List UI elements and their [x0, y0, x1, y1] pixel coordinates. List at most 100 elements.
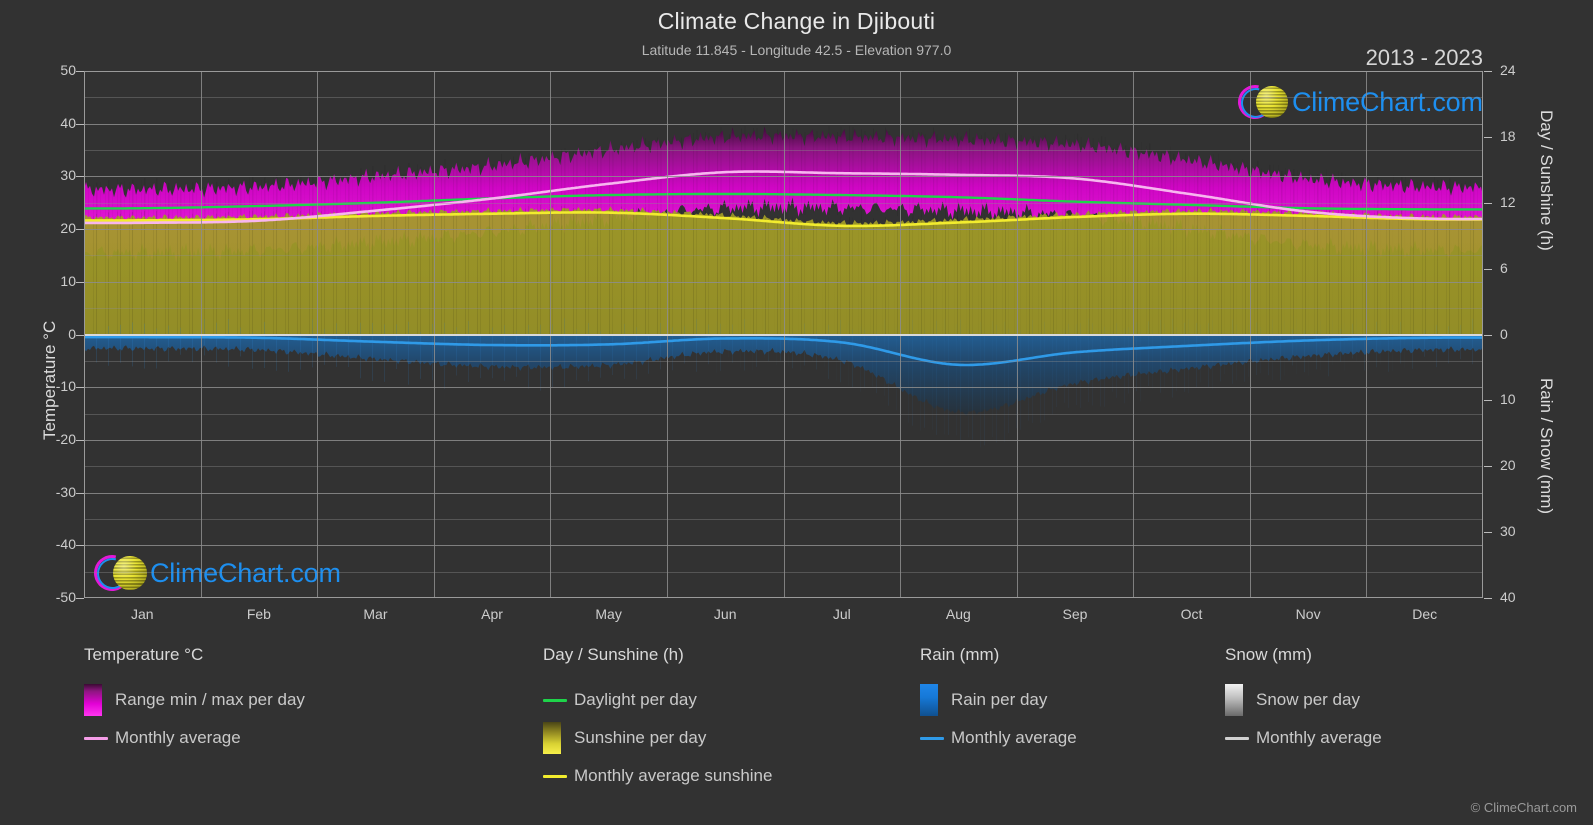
x-axis-tick-label: Jan — [130, 606, 154, 622]
legend-item[interactable]: Daylight per day — [543, 681, 772, 719]
y2-bottom-tick-mark — [1484, 532, 1492, 534]
y-axis-tick-mark — [76, 123, 84, 125]
y-axis-tick-label: 40 — [60, 114, 76, 131]
y2-top-tick-label: 6 — [1500, 259, 1508, 276]
y-axis-tick-label: 50 — [60, 62, 76, 78]
legend-line-marker — [84, 736, 108, 740]
x-axis-tick-label: Jul — [832, 606, 851, 622]
watermark-wordmark: ClimeChart.com — [1292, 86, 1483, 117]
legend-item[interactable]: Monthly average — [920, 719, 1077, 757]
y-axis-tick-mark — [76, 71, 84, 72]
x-axis-tick-label: Feb — [246, 606, 271, 622]
legend-item-label: Daylight per day — [574, 690, 697, 709]
y-axis-tick-label: -20 — [55, 430, 76, 447]
y-axis-tick-label: -40 — [55, 536, 76, 553]
y-axis-tick-mark — [76, 387, 84, 389]
x-axis-tick-label: May — [595, 606, 622, 622]
y2-top-tick-mark — [1484, 268, 1492, 270]
x-axis-tick-label: Apr — [481, 606, 503, 622]
y2-top-tick-label: 18 — [1500, 127, 1516, 144]
climate-plot-area — [84, 71, 1483, 598]
legend-group-title: Temperature °C — [84, 645, 204, 664]
y-axis-tick-label: 20 — [60, 220, 76, 237]
legend-group: Temperature °C Range min / max per day Mon… — [84, 645, 305, 757]
y-axis-tick-mark — [76, 334, 84, 336]
x-axis-tick-label: Mar — [363, 606, 388, 622]
legend-group: Snow (mm) Snow per day Monthly average — [1225, 645, 1382, 757]
legend-group-title: Day / Sunshine (h) — [543, 645, 684, 664]
y-axis-tick-mark — [76, 492, 84, 494]
legend-item[interactable]: Snow per day — [1225, 681, 1382, 719]
legend-line-swatch — [1225, 736, 1249, 740]
zero-gridline — [84, 333, 1483, 336]
legend-item-label: Monthly average — [1256, 728, 1382, 747]
x-axis-tick-label: Dec — [1412, 606, 1438, 622]
legend-item-label: Monthly average sunshine — [574, 766, 773, 785]
y-axis-tick-mark — [76, 598, 84, 599]
y-axis-tick-mark — [76, 439, 84, 441]
watermark-logo-top: ClimeChart.com — [1231, 78, 1483, 126]
legend-line-marker — [920, 736, 944, 740]
legend-swatch-yellow — [543, 722, 561, 754]
y2-bottom-tick-mark — [1484, 466, 1492, 468]
y2-bottom-tick-label: 40 — [1500, 589, 1516, 605]
y2-bottom-tick-label: 20 — [1500, 457, 1516, 474]
legend-group-title: Snow (mm) — [1225, 645, 1312, 664]
legend-group: Rain (mm) Rain per day Monthly average — [920, 645, 1077, 757]
y-axis-tick-label: 10 — [60, 272, 76, 289]
legend-item-label: Snow per day — [1256, 690, 1360, 709]
legend-line-swatch — [543, 774, 567, 778]
legend-item-label: Monthly average — [115, 728, 241, 747]
y-axis-tick-label: 0 — [68, 325, 76, 342]
legend-group-title: Rain (mm) — [920, 645, 1000, 664]
x-axis-tick-label: Aug — [945, 606, 971, 622]
legend-line-marker — [1225, 736, 1249, 740]
y-axis-tick-mark — [76, 281, 84, 283]
x-axis-tick-label: Oct — [1180, 606, 1203, 622]
legend-swatch-blue — [920, 684, 938, 716]
y-axis-tick-label: -50 — [55, 589, 76, 605]
legend-item[interactable]: Range min / max per day — [84, 681, 305, 719]
legend-item-label: Range min / max per day — [115, 690, 305, 709]
chart-legend: Temperature °C Range min / max per day Mon… — [0, 645, 1593, 805]
legend-line-swatch — [543, 698, 567, 702]
y-axis-tick-mark — [76, 545, 84, 547]
y2-top-tick-label: 0 — [1500, 325, 1508, 342]
y-axis-tick-label: -10 — [55, 378, 76, 395]
y2-top-tick-mark — [1484, 136, 1492, 138]
watermark-wordmark: ClimeChart.com — [150, 557, 341, 588]
y2-bottom-tick-mark — [1484, 400, 1492, 402]
legend-item[interactable]: Monthly average — [84, 719, 305, 757]
y2-top-tick-label: 12 — [1500, 193, 1516, 210]
legend-item[interactable]: Monthly average — [1225, 719, 1382, 757]
y2-top-tick-mark — [1484, 202, 1492, 204]
watermark-logo-bottom: ClimeChart.com — [87, 548, 341, 598]
legend-item[interactable]: Sunshine per day — [543, 719, 772, 757]
x-axis-tick-label: Jun — [713, 606, 737, 622]
chart-subtitle: Latitude 11.845 - Longitude 42.5 - Eleva… — [641, 42, 952, 58]
legend-group: Day / Sunshine (h) Daylight per day Sunshi… — [543, 645, 772, 795]
y2-top-tick-mark — [1484, 334, 1492, 336]
legend-item-label: Rain per day — [951, 690, 1048, 709]
y-axis-tick-label: -30 — [55, 483, 76, 500]
y2-bottom-tick-label: 30 — [1500, 523, 1516, 540]
copyright-notice: © ClimeChart.com — [1470, 800, 1577, 815]
page-title: Climate Change in Djibouti — [657, 8, 936, 34]
y-axis-tick-mark — [76, 176, 84, 178]
legend-swatch-magenta — [84, 684, 102, 716]
y-axis-tick-mark — [76, 229, 84, 231]
legend-line-marker — [543, 774, 567, 778]
y2-top-tick-mark — [1484, 71, 1492, 72]
legend-line-swatch — [84, 736, 108, 740]
legend-swatch-white — [1225, 684, 1243, 716]
y2-bottom-tick-label: 10 — [1500, 391, 1516, 408]
legend-item[interactable]: Rain per day — [920, 681, 1077, 719]
x-axis-tick-label: Sep — [1062, 606, 1088, 622]
y-axis-tick-label: 30 — [60, 167, 76, 184]
y2-top-tick-label: 24 — [1500, 62, 1516, 78]
legend-item[interactable]: Monthly average sunshine — [543, 757, 772, 795]
legend-line-swatch — [920, 736, 944, 740]
legend-line-marker — [543, 698, 567, 702]
period-label: 2013 - 2023 — [1365, 45, 1483, 70]
legend-item-label: Sunshine per day — [574, 728, 707, 747]
